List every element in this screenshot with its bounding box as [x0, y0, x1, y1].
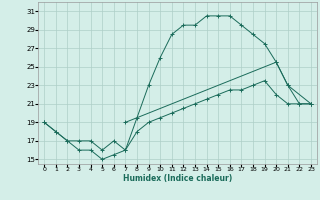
- X-axis label: Humidex (Indice chaleur): Humidex (Indice chaleur): [123, 174, 232, 183]
